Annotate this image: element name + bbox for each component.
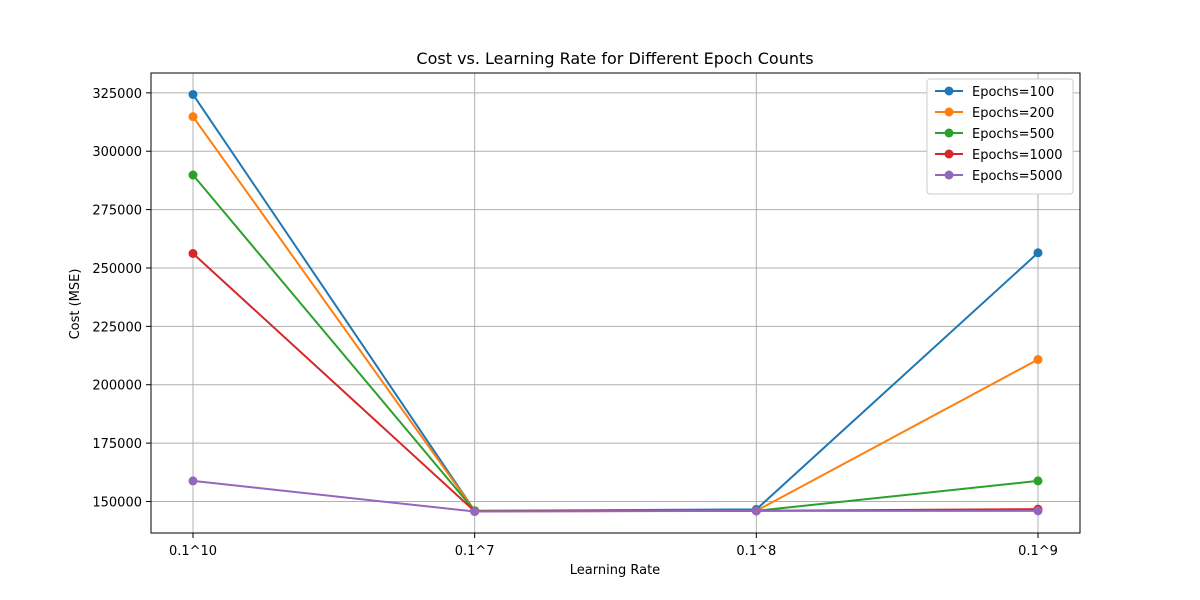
y-tick-label: 225000 <box>92 320 142 335</box>
x-tick-label: 0.1^8 <box>736 544 776 559</box>
y-tick-label: 275000 <box>92 204 142 219</box>
series-line <box>192 93 1039 512</box>
series-line <box>192 116 1039 512</box>
y-tick-label: 325000 <box>92 87 142 102</box>
series-layer <box>188 89 1043 517</box>
data-point <box>470 507 480 517</box>
legend-label: Epochs=5000 <box>972 169 1063 184</box>
x-axis-label: Learning Rate <box>570 563 660 578</box>
data-point <box>188 89 198 99</box>
legend-marker <box>944 149 954 159</box>
y-tick-label: 300000 <box>92 145 142 160</box>
y-tick-label: 250000 <box>92 262 142 277</box>
legend-marker <box>944 86 954 96</box>
legend-box <box>926 78 1074 195</box>
legend-label: Epochs=1000 <box>972 148 1063 163</box>
y-tick-label: 175000 <box>92 437 142 452</box>
legend-label: Epochs=200 <box>972 106 1054 121</box>
chart-title: Cost vs. Learning Rate for Different Epo… <box>416 49 813 68</box>
series-line <box>192 252 1039 513</box>
legend-marker <box>944 128 954 138</box>
legend-label: Epochs=100 <box>972 85 1054 100</box>
series-line <box>192 174 1039 512</box>
data-point <box>1033 355 1043 365</box>
series-line <box>192 479 1038 513</box>
data-point <box>1033 476 1043 486</box>
y-axis-label: Cost (MSE) <box>68 269 83 340</box>
x-tick-label: 0.1^9 <box>1018 544 1058 559</box>
y-tick-label: 150000 <box>92 495 142 510</box>
data-point <box>751 506 761 516</box>
grid-layer <box>151 73 1080 533</box>
data-point <box>188 170 198 180</box>
data-point <box>188 112 198 122</box>
x-tick-label: 0.1^10 <box>169 544 217 559</box>
data-point <box>188 248 198 258</box>
y-tick-label: 200000 <box>92 379 142 394</box>
legend-label: Epochs=500 <box>972 127 1054 142</box>
data-point <box>188 476 198 486</box>
data-point <box>1033 248 1043 258</box>
legend-marker <box>944 107 954 117</box>
axes-layer: 0.1^10 0.1^7 0.1^8 0.1^9 150000 175000 200000 2… <box>92 72 1081 559</box>
data-point <box>1033 506 1043 516</box>
legend-marker <box>944 170 954 180</box>
x-tick-label: 0.1^7 <box>455 544 495 559</box>
legend: Epochs=100 Epochs=200 Epochs=500 Epochs=100… <box>926 78 1074 195</box>
plot-frame <box>150 72 1081 534</box>
